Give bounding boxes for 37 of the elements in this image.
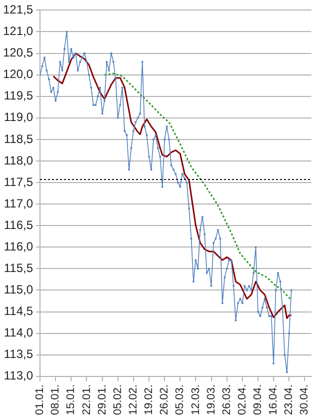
x-tick-label: 26.02.	[158, 384, 171, 416]
x-tick-label: 01.01.	[34, 384, 46, 416]
x-tick-label: 12.02.	[127, 384, 140, 416]
x-tick-label: 05.02.	[112, 384, 124, 416]
y-tick-label: 114,5	[4, 304, 34, 318]
y-tick-label: 117,0	[4, 196, 34, 210]
x-tick-label: 16.04.	[268, 384, 280, 416]
y-tick-label: 121,0	[3, 24, 34, 38]
x-tick-label: 12.03.	[190, 384, 202, 416]
x-tick-label: 19.02.	[143, 384, 156, 416]
x-tick-label: 23.04.	[283, 384, 296, 416]
y-tick-label: 113,0	[4, 368, 34, 383]
y-tick-label: 113,5	[4, 347, 34, 362]
x-tick-label: 09.04.	[252, 384, 264, 416]
x-tick-label: 08.01.	[50, 384, 62, 416]
x-tick-label: 15.01.	[65, 384, 78, 416]
y-tick-label: 115,0	[4, 282, 34, 297]
x-tick-label: 02.04.	[236, 384, 248, 416]
y-tick-label: 117,5	[4, 174, 34, 189]
x-tick-label: 19.03.	[205, 384, 218, 416]
y-tick-label: 121,5	[3, 2, 34, 17]
y-tick-label: 115,5	[4, 261, 34, 276]
y-tick-label: 118,5	[4, 132, 34, 146]
x-tick-label: 22.01.	[80, 384, 93, 416]
y-tick-label: 120,5	[3, 46, 34, 60]
x-tick-label: 30.04.	[298, 384, 311, 416]
x-tick-label: 29.01.	[96, 384, 108, 416]
x-tick-label: 26.03.	[220, 384, 233, 416]
y-tick-label: 119,0	[4, 110, 34, 124]
y-tick-label: 120,0	[3, 67, 34, 82]
x-tick-label: 05.03.	[174, 384, 186, 416]
y-tick-label: 116,5	[4, 218, 34, 232]
y-tick-label: 119,5	[4, 88, 34, 103]
y-tick-label: 118,0	[4, 153, 34, 168]
line-series	[104, 72, 292, 301]
y-tick-label: 116,0	[4, 239, 34, 254]
y-tick-label: 114,0	[4, 326, 34, 340]
